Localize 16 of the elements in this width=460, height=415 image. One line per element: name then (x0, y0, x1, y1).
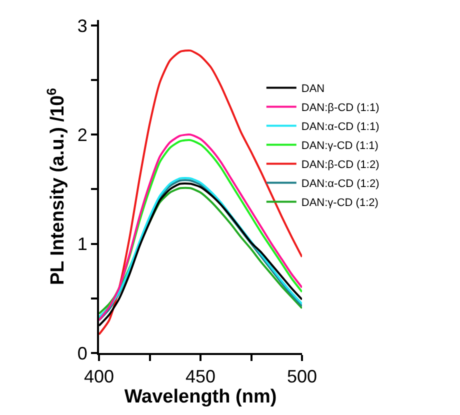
legend-label: DAN:α-CD (1:2) (301, 178, 380, 190)
legend-label: DAN:α-CD (1:1) (301, 121, 380, 134)
legend-label: DAN (301, 83, 325, 96)
x-tick-label: 400 (84, 366, 114, 387)
y-tick-label: 1 (77, 234, 88, 254)
legend-label: DAN:γ-CD (1:1) (301, 140, 378, 152)
y-tick-label: 0 (77, 343, 88, 364)
x-axis-title: Wavelength (nm) (124, 386, 277, 408)
legend-label: DAN:β-CD (1:2) (301, 159, 380, 172)
legend-label: DAN:β-CD (1:1) (301, 102, 380, 114)
legend-label: DAN:γ-CD (1:2) (301, 197, 378, 210)
x-tick-label: 450 (185, 366, 216, 387)
y-tick-label: 3 (77, 16, 88, 36)
line-series (99, 50, 302, 336)
y-tick-label: 2 (77, 124, 88, 145)
x-tick-label: 500 (286, 366, 318, 387)
